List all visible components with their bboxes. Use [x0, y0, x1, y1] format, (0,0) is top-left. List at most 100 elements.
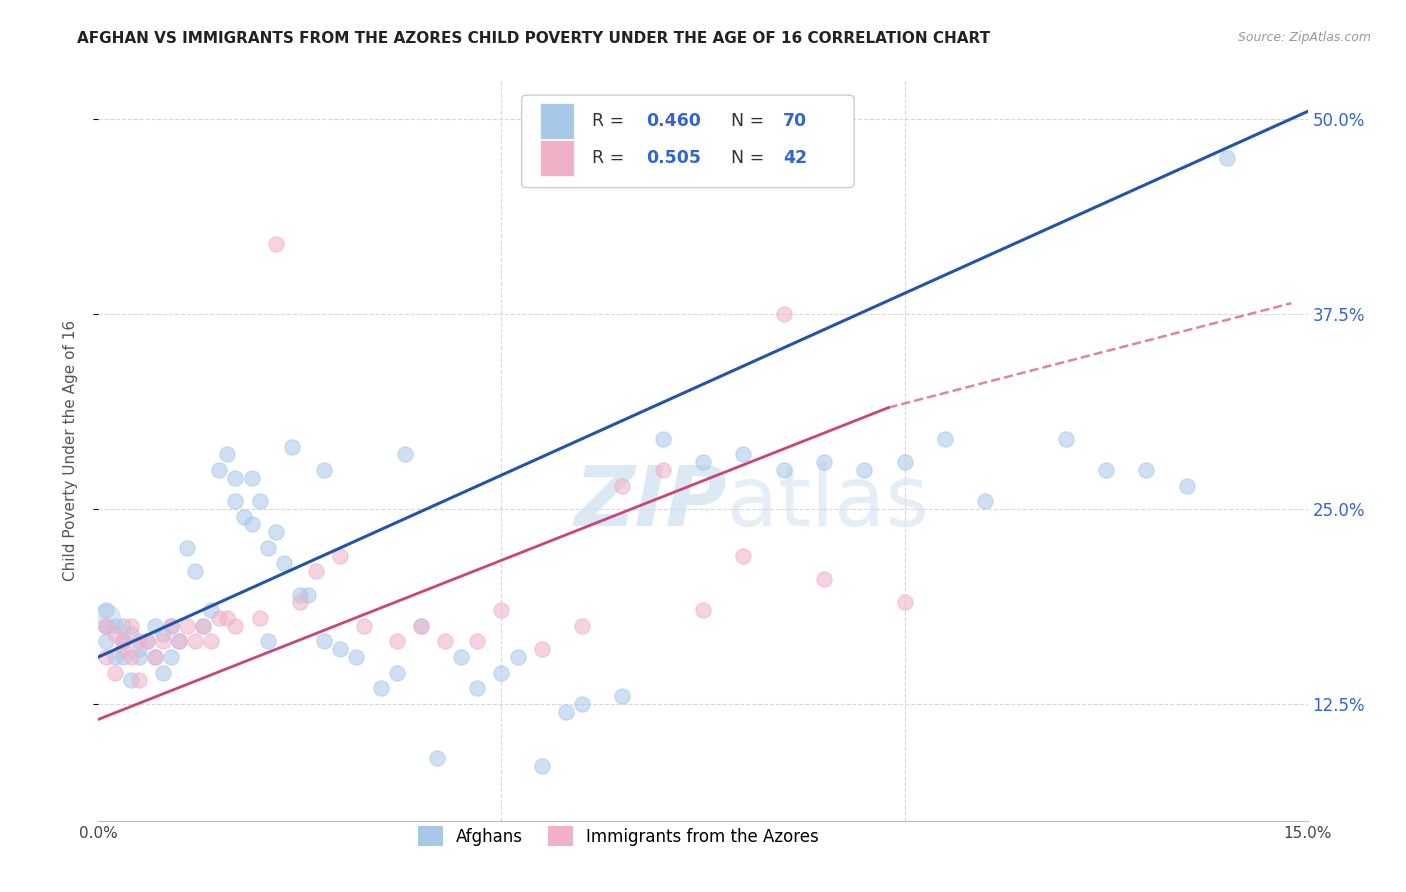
- Point: [200, 634, 222, 648]
- FancyBboxPatch shape: [540, 103, 574, 139]
- Point: [143, 650, 166, 665]
- Text: R =: R =: [592, 149, 630, 167]
- Point: [249, 494, 271, 508]
- Point: [111, 634, 134, 648]
- Point: [176, 541, 198, 555]
- Legend: Afghans, Immigrants from the Azores: Afghans, Immigrants from the Azores: [411, 820, 825, 853]
- Point: [208, 611, 231, 625]
- Point: [1216, 151, 1239, 165]
- Point: [128, 642, 150, 657]
- Point: [612, 478, 634, 492]
- Point: [813, 455, 835, 469]
- Point: [273, 557, 295, 571]
- Point: [893, 455, 915, 469]
- Point: [288, 588, 311, 602]
- Point: [143, 650, 166, 665]
- Point: [240, 517, 263, 532]
- Point: [120, 626, 142, 640]
- Point: [465, 681, 488, 695]
- Point: [264, 525, 287, 540]
- Point: [813, 572, 835, 586]
- Point: [152, 665, 174, 680]
- FancyBboxPatch shape: [540, 140, 574, 176]
- Point: [772, 307, 794, 321]
- Point: [385, 634, 408, 648]
- Point: [692, 455, 714, 469]
- Point: [1135, 463, 1157, 477]
- Point: [491, 665, 513, 680]
- Point: [530, 759, 553, 773]
- Point: [450, 650, 472, 665]
- Point: [264, 236, 287, 251]
- Point: [96, 650, 118, 665]
- Point: [135, 634, 157, 648]
- Point: [555, 705, 578, 719]
- Point: [1175, 478, 1198, 492]
- Point: [409, 619, 432, 633]
- Point: [96, 619, 118, 633]
- Point: [409, 619, 432, 633]
- Text: N =: N =: [731, 149, 769, 167]
- Point: [506, 650, 529, 665]
- Point: [329, 549, 352, 563]
- Point: [571, 619, 593, 633]
- Point: [571, 697, 593, 711]
- Point: [208, 463, 231, 477]
- Point: [167, 634, 190, 648]
- Text: 0.460: 0.460: [647, 112, 702, 130]
- Point: [120, 619, 142, 633]
- Point: [217, 447, 239, 461]
- Point: [96, 611, 118, 625]
- Point: [249, 611, 271, 625]
- Point: [256, 634, 278, 648]
- Point: [353, 619, 375, 633]
- Point: [224, 471, 246, 485]
- Point: [128, 634, 150, 648]
- Point: [152, 634, 174, 648]
- Point: [176, 619, 198, 633]
- Point: [193, 619, 215, 633]
- Point: [281, 440, 304, 454]
- Text: AFGHAN VS IMMIGRANTS FROM THE AZORES CHILD POVERTY UNDER THE AGE OF 16 CORRELATI: AFGHAN VS IMMIGRANTS FROM THE AZORES CHI…: [77, 31, 990, 46]
- Point: [426, 751, 449, 765]
- Point: [128, 650, 150, 665]
- Point: [612, 689, 634, 703]
- Text: 70: 70: [783, 112, 807, 130]
- Point: [96, 634, 118, 648]
- Text: 0.505: 0.505: [647, 149, 702, 167]
- Point: [217, 611, 239, 625]
- Point: [143, 619, 166, 633]
- Text: atlas: atlas: [727, 462, 929, 543]
- Point: [120, 650, 142, 665]
- Point: [103, 665, 125, 680]
- Point: [370, 681, 392, 695]
- Text: R =: R =: [592, 112, 630, 130]
- Point: [772, 463, 794, 477]
- Point: [853, 463, 876, 477]
- Text: N =: N =: [731, 112, 769, 130]
- Point: [160, 619, 183, 633]
- Point: [305, 564, 328, 578]
- Point: [160, 619, 183, 633]
- Point: [128, 673, 150, 688]
- Point: [200, 603, 222, 617]
- Point: [733, 447, 755, 461]
- Point: [651, 432, 673, 446]
- Point: [530, 642, 553, 657]
- Point: [103, 650, 125, 665]
- Point: [240, 471, 263, 485]
- Point: [934, 432, 956, 446]
- Point: [96, 619, 118, 633]
- Point: [96, 603, 118, 617]
- Point: [120, 673, 142, 688]
- Point: [184, 634, 207, 648]
- Point: [103, 626, 125, 640]
- Point: [385, 665, 408, 680]
- Point: [314, 463, 336, 477]
- Text: 42: 42: [783, 149, 807, 167]
- Point: [103, 619, 125, 633]
- Point: [111, 642, 134, 657]
- Point: [692, 603, 714, 617]
- Point: [256, 541, 278, 555]
- Point: [329, 642, 352, 657]
